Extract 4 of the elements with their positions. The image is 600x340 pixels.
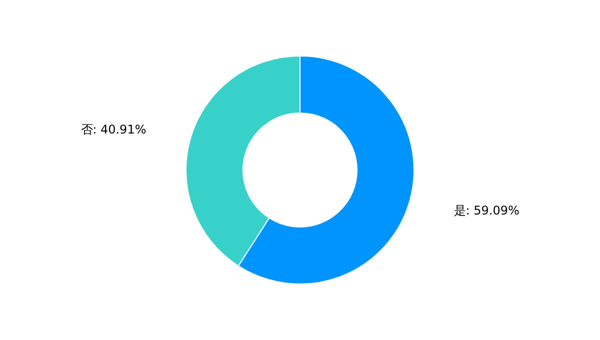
slice-label: 否 bbox=[80, 122, 93, 136]
slice-label: 是 bbox=[454, 204, 466, 218]
data-label: : 40.91% bbox=[92, 122, 146, 136]
data-label: : 59.09% bbox=[466, 204, 520, 218]
